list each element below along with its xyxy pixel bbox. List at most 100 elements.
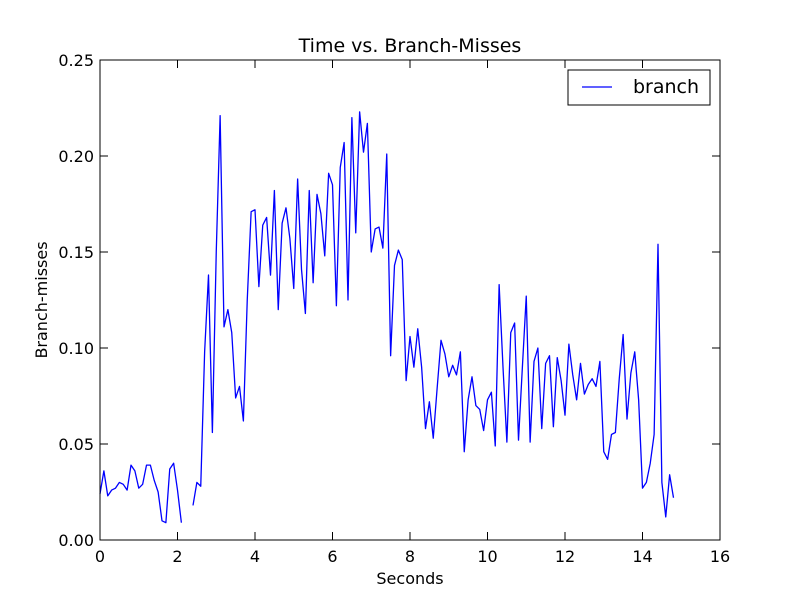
data-point	[456, 374, 457, 375]
legend-label: branch	[633, 76, 699, 98]
data-point	[452, 365, 453, 366]
data-point	[394, 265, 395, 266]
data-point	[390, 355, 391, 356]
y-tick-label: 0.05	[58, 435, 94, 454]
data-point	[460, 351, 461, 352]
data-point	[483, 430, 484, 431]
data-point	[425, 428, 426, 429]
data-point	[502, 367, 503, 368]
data-point	[220, 115, 221, 116]
data-point	[254, 209, 255, 210]
data-point	[514, 322, 515, 323]
data-point	[541, 428, 542, 429]
data-point	[572, 374, 573, 375]
data-point	[530, 441, 531, 442]
data-point	[297, 178, 298, 179]
data-point	[107, 495, 108, 496]
data-point	[347, 299, 348, 300]
data-point	[429, 401, 430, 402]
data-point	[371, 251, 372, 252]
x-tick-label: 2	[172, 547, 182, 566]
data-point	[619, 378, 620, 379]
series-line-branch-segment-2	[192, 111, 675, 518]
data-point	[363, 152, 364, 153]
plot-area	[99, 111, 675, 524]
data-point	[150, 465, 151, 466]
data-point	[324, 255, 325, 256]
data-point	[398, 249, 399, 250]
data-point	[243, 420, 244, 421]
data-point	[278, 309, 279, 310]
data-point	[181, 522, 182, 523]
data-point	[638, 399, 639, 400]
data-point	[634, 351, 635, 352]
data-point	[448, 376, 449, 377]
data-point	[340, 167, 341, 168]
x-tick-label: 4	[250, 547, 260, 566]
data-point	[336, 305, 337, 306]
data-point	[444, 353, 445, 354]
data-point	[316, 194, 317, 195]
data-point	[332, 184, 333, 185]
data-point	[650, 463, 651, 464]
data-point	[487, 399, 488, 400]
data-point	[595, 386, 596, 387]
data-point	[471, 376, 472, 377]
data-point	[545, 363, 546, 364]
data-point	[146, 465, 147, 466]
data-point	[111, 489, 112, 490]
data-point	[386, 153, 387, 154]
data-point	[262, 225, 263, 226]
y-axis-title: Branch-misses	[32, 241, 51, 358]
data-point	[165, 522, 166, 523]
data-point	[561, 380, 562, 381]
data-point	[564, 415, 565, 416]
x-tick-label: 0	[95, 547, 105, 566]
y-tick-label: 0.15	[58, 243, 94, 262]
data-point	[417, 328, 418, 329]
y-tick-label: 0.20	[58, 147, 94, 166]
data-point	[526, 296, 527, 297]
x-axis-title: Seconds	[376, 569, 443, 588]
data-point	[123, 484, 124, 485]
data-point	[553, 426, 554, 427]
data-point	[475, 405, 476, 406]
data-point	[615, 432, 616, 433]
data-point	[134, 470, 135, 471]
data-point	[119, 482, 120, 483]
data-point	[518, 440, 519, 441]
data-point	[177, 489, 178, 490]
data-point	[200, 486, 201, 487]
data-point	[293, 288, 294, 289]
data-point	[227, 309, 228, 310]
data-point	[630, 372, 631, 373]
legend: branch	[567, 69, 711, 106]
data-point	[208, 274, 209, 275]
data-point	[437, 388, 438, 389]
x-tick-label: 14	[632, 547, 652, 566]
data-point	[491, 392, 492, 393]
data-point	[413, 367, 414, 368]
data-point	[506, 441, 507, 442]
data-point	[154, 480, 155, 481]
data-point	[158, 491, 159, 492]
y-tick-label: 0.25	[58, 51, 94, 70]
data-point	[599, 361, 600, 362]
data-point	[247, 299, 248, 300]
axis-ticks: 0 2 4 6 8 10 12 14 16 0.00 0.05 0.10 0.15 0.20 0.25	[58, 51, 730, 566]
data-point	[673, 497, 674, 498]
data-point	[499, 284, 500, 285]
chart-title: Time vs. Branch-Misses	[298, 35, 522, 57]
data-point	[367, 123, 368, 124]
data-point	[433, 438, 434, 439]
data-point	[216, 251, 217, 252]
data-point	[468, 399, 469, 400]
data-point	[495, 445, 496, 446]
data-point	[115, 488, 116, 489]
data-point	[127, 489, 128, 490]
data-point	[305, 313, 306, 314]
data-point	[406, 380, 407, 381]
data-point	[344, 142, 345, 143]
x-tick-label: 10	[477, 547, 497, 566]
